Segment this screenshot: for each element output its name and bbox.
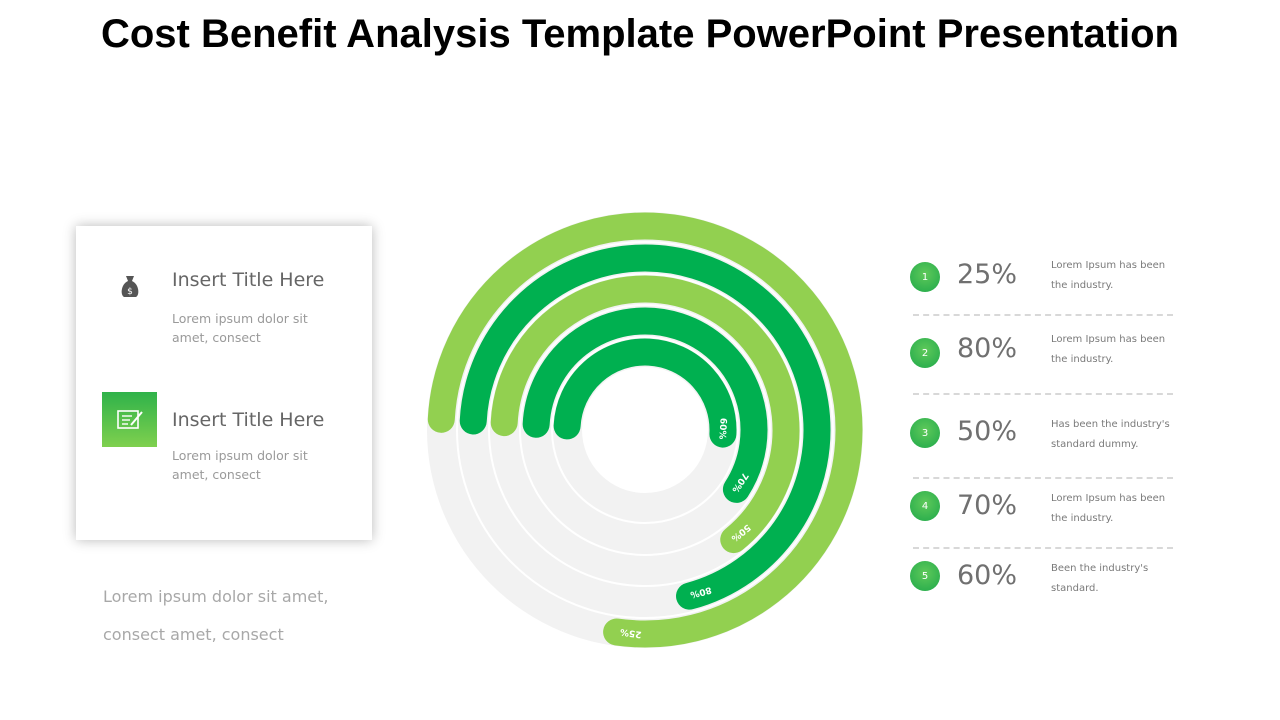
legend-text-4-line-1: Lorem Ipsum has been xyxy=(1051,493,1166,504)
legend-value-2: 80% xyxy=(957,333,1018,364)
legend-divider xyxy=(913,547,1173,549)
legend-text-5-line-1: Been the industry's xyxy=(1051,563,1149,574)
bottom-text: Lorem ipsum dolor sit amet, consect amet… xyxy=(103,578,403,654)
ring-bar-1 xyxy=(427,212,863,648)
legend-bullet-1: 1 xyxy=(910,262,940,292)
card-text-2: Lorem ipsum dolor sit amet, consect xyxy=(172,448,308,482)
legend-text-3: Has been the industry's standard dummy. xyxy=(1051,415,1181,455)
ring-label-1: 25% xyxy=(620,626,643,639)
ring-label-5: 60% xyxy=(716,418,727,440)
legend-divider xyxy=(913,393,1173,395)
legend-value-1: 25% xyxy=(957,259,1018,290)
info-card: $ Insert Title Here Lorem ipsum dolor si… xyxy=(76,226,372,540)
legend-text-4-line-2: the industry. xyxy=(1051,513,1114,524)
center-hole xyxy=(582,367,708,493)
ring-bar-2 xyxy=(459,244,831,610)
legend-bullet-3: 3 xyxy=(910,418,940,448)
legend-bullet-2: 2 xyxy=(910,338,940,368)
card-title-2: Insert Title Here xyxy=(172,409,325,431)
edit-document-icon xyxy=(102,392,157,447)
legend-row-4: 4 70% Lorem Ipsum has been the industry. xyxy=(908,489,1181,551)
legend-text-3-line-2: standard dummy. xyxy=(1051,439,1139,450)
legend-value-4: 70% xyxy=(957,490,1018,521)
legend-value-3: 50% xyxy=(957,416,1018,447)
ring-bar-4 xyxy=(522,307,768,503)
bottom-text-line-1: Lorem ipsum dolor sit amet, xyxy=(103,587,329,606)
legend-row-5: 5 60% Been the industry's standard. xyxy=(908,559,1181,621)
legend-value-5: 60% xyxy=(957,560,1018,591)
legend-text-2-line-2: the industry. xyxy=(1051,354,1114,365)
bottom-text-line-2: consect amet, consect xyxy=(103,625,284,644)
legend-text-5: Been the industry's standard. xyxy=(1051,559,1181,599)
legend-text-1-line-2: the industry. xyxy=(1051,280,1114,291)
legend-text-2: Lorem Ipsum has been the industry. xyxy=(1051,330,1181,370)
slide-title: Cost Benefit Analysis Template PowerPoin… xyxy=(100,12,1179,56)
card-text-1: Lorem ipsum dolor sit amet, consect xyxy=(172,311,308,345)
ring-bar-5 xyxy=(553,338,737,448)
track-divider xyxy=(519,304,771,556)
money-bag-icon: $ xyxy=(102,258,157,313)
legend-divider xyxy=(913,477,1173,479)
legend-text-2-line-1: Lorem Ipsum has been xyxy=(1051,334,1166,345)
legend-text-1: Lorem Ipsum has been the industry. xyxy=(1051,256,1181,296)
card-title-1: Insert Title Here xyxy=(172,269,325,291)
legend-text-3-line-1: Has been the industry's xyxy=(1051,419,1170,430)
legend-text-1-line-1: Lorem Ipsum has been xyxy=(1051,260,1166,271)
track-divider xyxy=(456,241,834,619)
legend-bullet-4: 4 xyxy=(910,491,940,521)
legend-bullet-5: 5 xyxy=(910,561,940,591)
legend-divider xyxy=(913,314,1173,316)
svg-text:$: $ xyxy=(127,287,133,297)
legend-text-5-line-2: standard. xyxy=(1051,583,1099,594)
legend-text-4: Lorem Ipsum has been the industry. xyxy=(1051,489,1181,529)
legend-row-2: 2 80% Lorem Ipsum has been the industry. xyxy=(908,333,1178,396)
track-divider xyxy=(551,336,739,524)
ring-bar-3 xyxy=(490,275,800,554)
track-divider xyxy=(488,273,802,587)
legend-row-1: 1 25% Lorem Ipsum has been the industry. xyxy=(908,259,1178,322)
legend-row-3: 3 50% Has been the industry's standard d… xyxy=(908,415,1181,478)
